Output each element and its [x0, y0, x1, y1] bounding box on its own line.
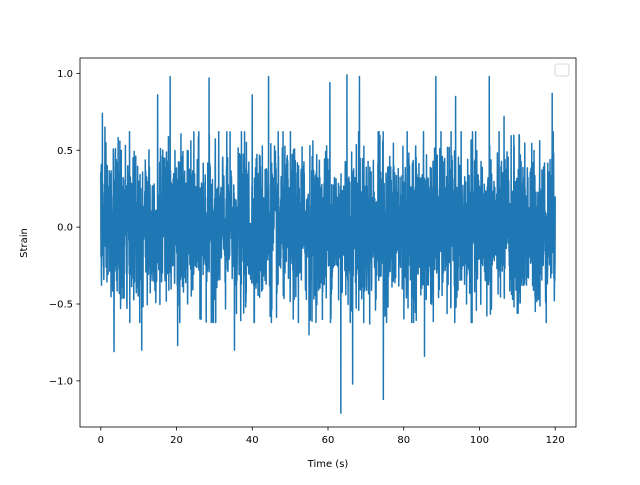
plot-area — [79, 57, 577, 428]
x-tick-label: 120 — [546, 435, 565, 446]
y-axis-ticks: −1.0 −0.5 0.0 0.5 1.0 — [49, 69, 80, 387]
x-tick-label: 60 — [322, 435, 335, 446]
strain-series-line — [100, 74, 556, 414]
y-tick-label: 1.0 — [57, 69, 73, 80]
x-tick-label: 100 — [470, 435, 489, 446]
x-tick-label: 20 — [170, 435, 183, 446]
y-tick-label: −1.0 — [49, 376, 73, 387]
legend — [554, 63, 570, 77]
x-axis-ticks: 0 20 40 60 80 100 120 — [98, 427, 565, 446]
y-tick-label: −0.5 — [49, 300, 73, 311]
y-axis-label: Strain — [19, 228, 30, 258]
x-tick-label: 80 — [397, 435, 410, 446]
x-tick-label: 0 — [98, 435, 104, 446]
y-tick-label: 0.5 — [57, 146, 73, 157]
x-axis-label: Time (s) — [307, 459, 349, 470]
x-tick-label: 40 — [246, 435, 259, 446]
y-tick-label: 0.0 — [57, 223, 73, 234]
legend-box — [554, 63, 570, 77]
